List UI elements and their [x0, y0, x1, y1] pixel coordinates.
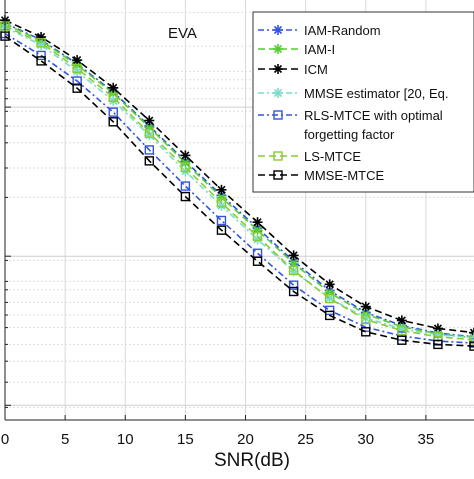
data-point — [180, 150, 190, 160]
legend-label: ICM — [304, 62, 328, 77]
x-tick-label: 35 — [418, 431, 435, 448]
legend-label: MMSE estimator [20, Eq. — [304, 86, 449, 101]
data-point — [216, 185, 226, 195]
x-tick-label: 15 — [177, 431, 194, 448]
data-point — [253, 217, 263, 227]
legend-label: IAM-I — [304, 42, 335, 57]
x-axis-label: SNR(dB) — [214, 450, 290, 471]
legend-label: RLS-MTCE with optimal — [304, 108, 443, 123]
legend-label: LS-MTCE — [304, 149, 361, 164]
legend: IAM-Random IAM-I ICM MMSE estimator [20, Eq… — [253, 12, 474, 192]
data-point — [72, 55, 82, 65]
data-point — [325, 279, 335, 289]
x-tick-label: 25 — [297, 431, 314, 448]
annotation-label: EVA — [168, 25, 197, 42]
legend-marker — [273, 44, 283, 54]
legend-marker — [273, 25, 283, 35]
x-tick-label: 10 — [117, 431, 134, 448]
legend-box — [253, 12, 474, 192]
legend-marker — [273, 64, 283, 74]
data-point — [361, 302, 371, 312]
x-tick-label: 0 — [1, 431, 9, 448]
legend-label-continuation: forgetting factor — [304, 127, 395, 142]
data-point — [108, 83, 118, 93]
data-point — [144, 116, 154, 126]
legend-label: MMSE-MTCE — [304, 168, 384, 183]
legend-marker — [273, 88, 283, 98]
x-tick-label: 30 — [357, 431, 374, 448]
x-tick-label: 5 — [61, 431, 69, 448]
data-point — [289, 250, 299, 260]
x-tick-label: 20 — [237, 431, 254, 448]
legend-label: IAM-Random — [304, 23, 381, 38]
